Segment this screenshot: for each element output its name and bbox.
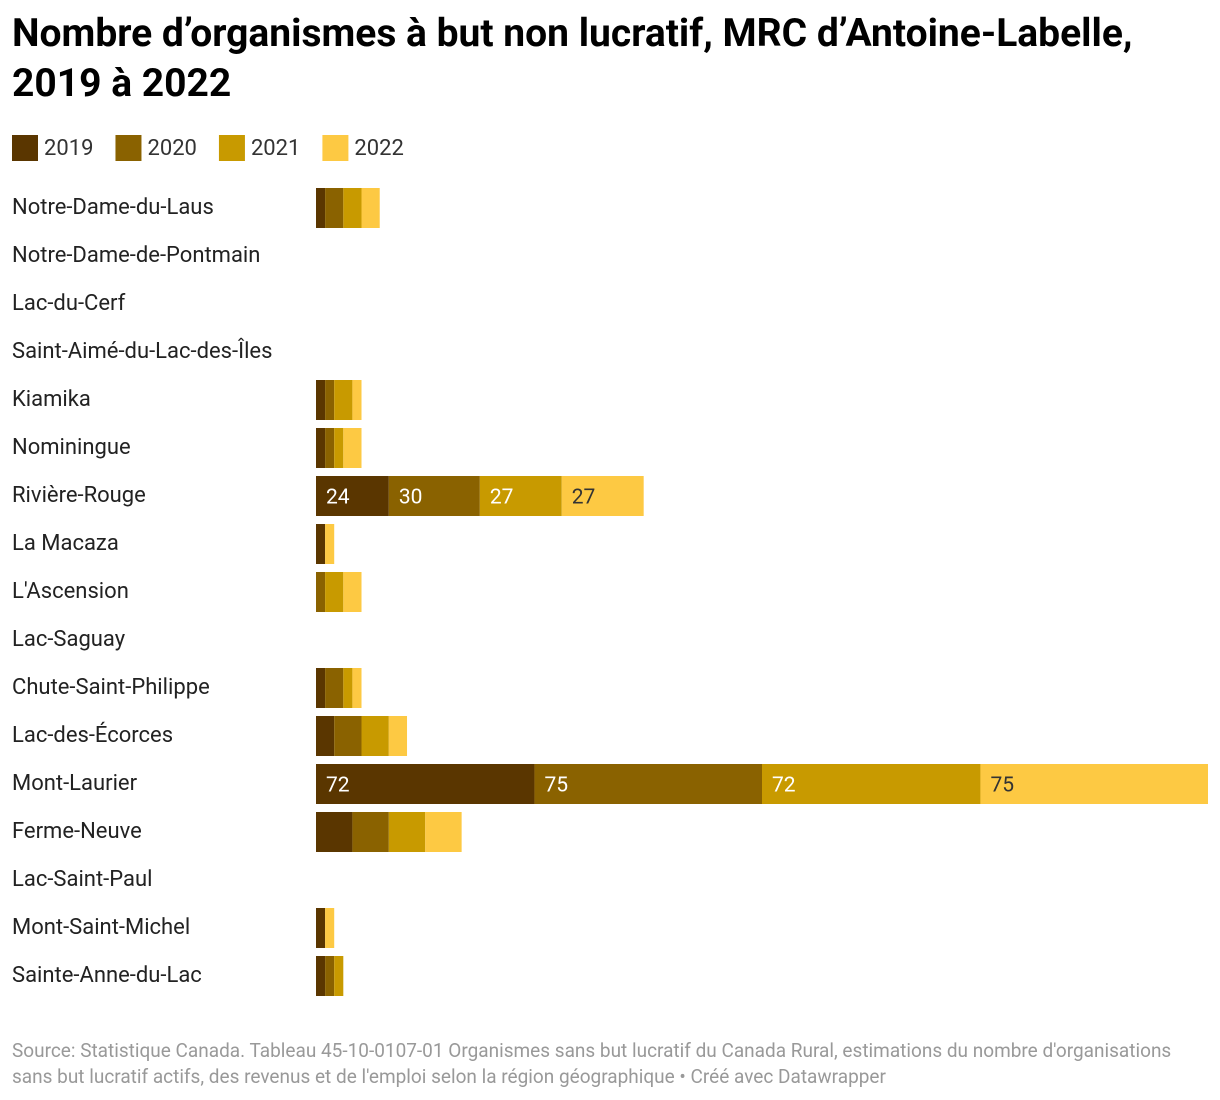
category-label: La Macaza	[12, 531, 119, 556]
bar-segment	[316, 380, 326, 420]
bar-segment	[762, 764, 981, 804]
legend-label: 2022	[354, 136, 403, 161]
bar-segment	[334, 956, 344, 996]
bar-segment	[361, 188, 380, 228]
bar-segment	[316, 716, 335, 756]
chart: 2019 2020 2021 2022 Notre-Dame-du-Laus Notre-…	[12, 135, 1208, 996]
bar-segment	[325, 956, 335, 996]
legend-swatch	[322, 135, 349, 161]
bar-segment	[343, 188, 362, 228]
bar-segment	[388, 812, 426, 852]
category-label: Mont-Saint-Michel	[12, 915, 190, 940]
bar-segment	[334, 716, 362, 756]
category-label: Nominingue	[12, 435, 131, 460]
bar-segment	[325, 908, 335, 948]
category-label: Kiamika	[12, 387, 91, 412]
category-label: Lac-Saint-Paul	[12, 867, 152, 892]
bar-segment	[316, 956, 326, 996]
bar-segment	[325, 188, 344, 228]
bar-segment	[334, 428, 344, 468]
bar-segment	[388, 716, 408, 756]
legend-swatch	[115, 135, 142, 161]
bar-segment	[316, 812, 353, 852]
bar-segment	[352, 812, 389, 852]
bar-segment	[316, 188, 326, 228]
value-label: 30	[399, 486, 423, 510]
bar-segment	[352, 668, 362, 708]
bar-segment	[316, 428, 326, 468]
bar-segment	[325, 380, 335, 420]
value-label: 27	[572, 486, 596, 510]
bar-segment	[325, 572, 344, 612]
category-label: Ferme-Neuve	[12, 819, 142, 844]
bar-segment	[316, 908, 326, 948]
category-label: Saint-Aimé-du-Lac-des-Îles	[12, 338, 272, 364]
category-label: Lac-Saguay	[12, 627, 126, 652]
value-label: 75	[990, 774, 1014, 798]
bar-segment	[316, 572, 326, 612]
category-label: L'Ascension	[12, 579, 129, 604]
category-label: Lac-des-Écorces	[12, 722, 173, 748]
value-label: 72	[772, 774, 796, 798]
legend-swatch	[218, 135, 245, 161]
value-label: 72	[326, 774, 350, 798]
bar-segment	[343, 428, 362, 468]
bar-segment	[316, 524, 326, 564]
bar-segment	[388, 476, 480, 516]
bar-segment	[343, 572, 362, 612]
bar-segment	[361, 716, 389, 756]
bar-segment	[325, 428, 335, 468]
bar-segment	[479, 476, 562, 516]
legend-swatch	[12, 135, 38, 161]
value-label: 75	[544, 774, 568, 798]
bar-segment	[334, 380, 353, 420]
source-note: Source: Statistique Canada. Tableau 45-1…	[12, 1039, 1172, 1088]
category-label: Rivière-Rouge	[12, 483, 146, 508]
bar-segment	[425, 812, 462, 852]
category-label: Chute-Saint-Philippe	[12, 675, 210, 700]
bar-segment	[352, 380, 362, 420]
bar-segment	[325, 524, 335, 564]
value-label: 24	[326, 486, 350, 510]
bar-segment	[316, 476, 389, 516]
bar-segment	[325, 668, 344, 708]
bar-segment	[316, 668, 326, 708]
category-label: Notre-Dame-du-Laus	[12, 195, 214, 220]
bar-segment	[980, 764, 1208, 804]
value-label: 27	[490, 486, 514, 510]
bar-segment	[561, 476, 644, 516]
category-label: Sainte-Anne-du-Lac	[12, 963, 202, 988]
bar-segment	[534, 764, 762, 804]
category-label: Mont-Laurier	[12, 771, 138, 796]
chart-title: Nombre d’organismes à but non lucratif, …	[12, 10, 1133, 106]
legend-label: 2021	[251, 136, 300, 161]
category-label: Notre-Dame-de-Pontmain	[12, 243, 260, 268]
bar-segment	[316, 764, 535, 804]
category-label: Lac-du-Cerf	[12, 291, 126, 316]
bar-segment	[343, 668, 353, 708]
legend-label: 2020	[147, 136, 196, 161]
legend-label: 2019	[44, 136, 93, 161]
